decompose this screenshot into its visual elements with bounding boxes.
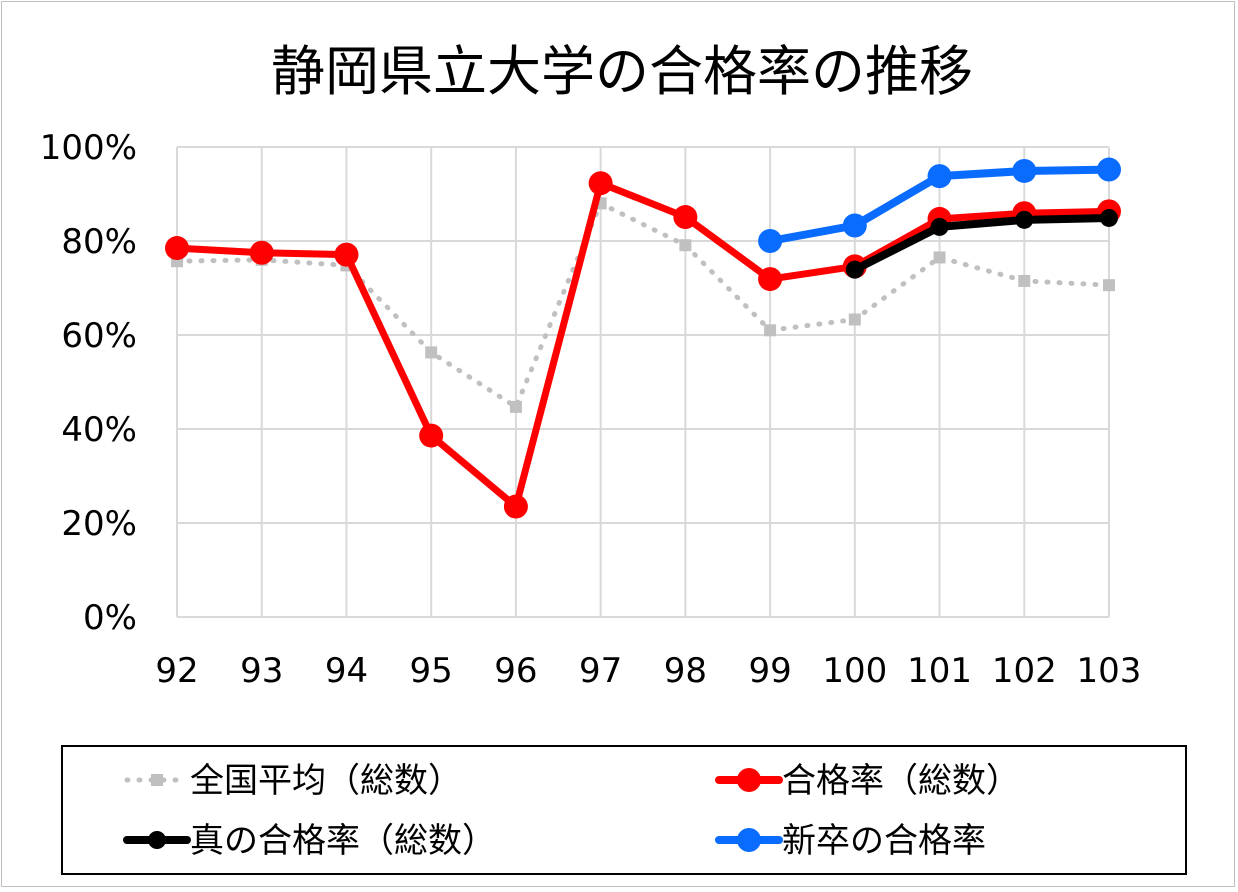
y-tick-label: 80% [61,222,137,262]
data-point [930,217,949,236]
y-tick-label: 60% [61,316,137,356]
x-tick-label: 97 [579,651,622,691]
legend-item-4: 新卒の合格率 [715,821,986,861]
y-tick-label: 20% [61,504,137,544]
legend-label: 合格率（総数） [782,761,1020,801]
legend-label: 新卒の合格率 [782,821,986,861]
x-tick-label: 101 [907,651,972,691]
legend-item-3: 真の合格率（総数） [123,821,496,861]
data-point [1097,157,1121,182]
legend-item-2: 合格率（総数） [715,761,1020,801]
legend-item-1: 全国平均（総数） [124,761,462,801]
data-point [334,242,359,267]
series-3 [845,208,1118,279]
legend-swatch-marker [151,774,163,786]
data-point [1100,208,1118,227]
data-point [673,205,698,230]
data-point [845,260,864,279]
x-tick-label: 93 [240,651,283,691]
series-line [173,179,1113,511]
legend-swatch-marker [148,831,166,849]
x-tick-label: 94 [325,651,368,691]
data-point [927,164,952,189]
legend: 全国平均（総数） 合格率（総数） 真の合格率（総数） 新卒の合格率 [61,745,1187,875]
data-point [165,236,189,261]
data-point [1015,210,1034,229]
data-point [758,229,783,253]
data-point [1103,279,1115,292]
x-tick-label: 96 [494,651,537,691]
data-point [758,267,783,292]
x-tick-label: 95 [410,651,453,691]
x-tick-label: 99 [748,651,791,691]
x-tick-label: 100 [822,651,887,691]
data-point [679,239,692,252]
y-axis-ticks: 0% 20% 40% 60% 80% 100% [40,128,137,638]
x-tick-label: 103 [1077,651,1142,691]
data-point [764,324,777,337]
grid-lines [176,146,1110,618]
legend-swatch-marker [737,828,761,852]
x-tick-label: 92 [155,651,198,691]
legend-label: 全国平均（総数） [190,761,462,801]
series-4 [758,157,1121,253]
data-point [509,400,522,413]
data-point [249,240,274,265]
x-tick-label: 98 [664,651,707,691]
y-tick-label: 40% [61,410,137,450]
x-tick-label: 102 [992,651,1057,691]
series-1 [171,197,1115,413]
data-point [933,251,946,264]
series-group [165,157,1121,519]
data-point [588,171,613,196]
legend-swatch-marker [737,768,761,792]
chart-title: 静岡県立大学の合格率の推移 [271,40,973,103]
y-tick-label: 100% [40,128,137,168]
series-line [174,200,1112,410]
legend-label: 真の合格率（総数） [190,821,496,861]
y-tick-label: 0% [83,598,137,638]
legend-box [61,745,1187,875]
data-point [503,494,528,519]
data-point [1018,274,1031,287]
x-axis-ticks: 92 93 94 95 96 97 98 99 100 101 102 103 [155,651,1141,691]
data-point [842,213,867,238]
data-point [425,346,438,359]
data-point [848,313,861,326]
series-line [850,214,1113,274]
data-point [1012,158,1037,183]
data-point [419,423,444,448]
